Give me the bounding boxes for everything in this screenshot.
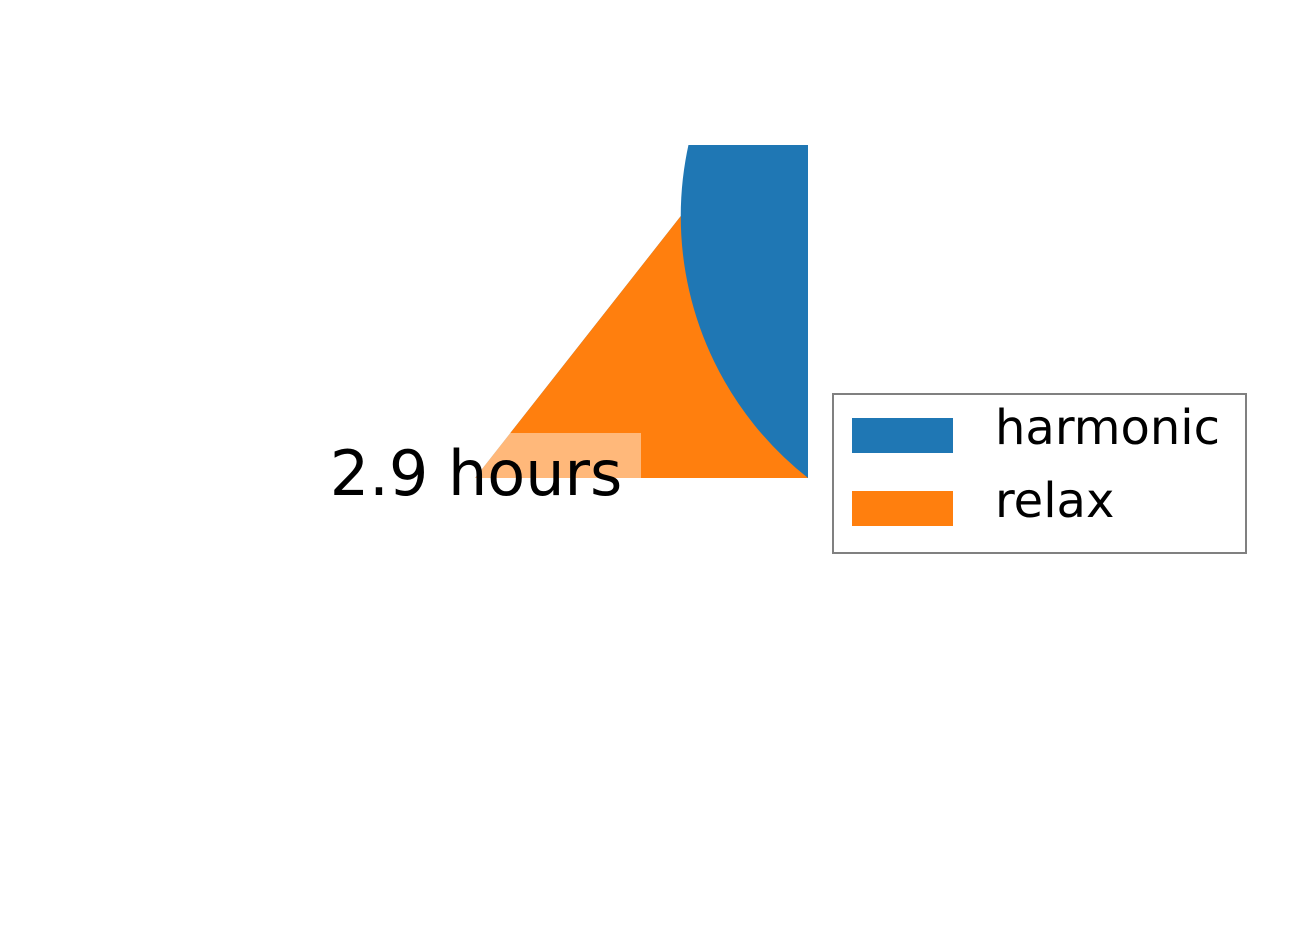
pie-chart xyxy=(142,145,808,811)
pie-autotext-harmonic: 2.9 hours xyxy=(311,433,641,518)
legend-label-harmonic: harmonic xyxy=(995,400,1220,456)
legend-swatch-relax xyxy=(852,491,953,526)
legend-swatch-harmonic xyxy=(852,418,953,453)
legend-item-harmonic[interactable]: harmonic xyxy=(834,404,1245,489)
legend: harmonic relax xyxy=(832,393,1247,554)
pie-svg xyxy=(475,145,808,479)
legend-label-relax: relax xyxy=(995,473,1115,529)
pie-autotext-label: 2.9 hours xyxy=(329,436,623,510)
pie-wedge-relax[interactable] xyxy=(475,216,808,479)
legend-item-relax[interactable]: relax xyxy=(834,477,1245,562)
